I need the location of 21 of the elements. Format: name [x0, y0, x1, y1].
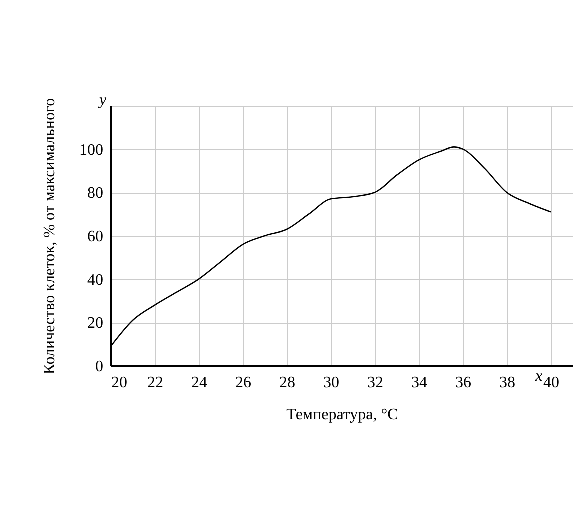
y-tick-label: 20: [88, 315, 104, 332]
x-tick-label: 28: [280, 374, 296, 392]
x-tick-label: 30: [324, 374, 340, 392]
x-tick-label: 40: [544, 374, 560, 392]
text: y: [97, 92, 108, 109]
y-tick-label: 0: [96, 358, 104, 376]
y-axis-title: Количество клеток, % от максимального: [42, 98, 58, 375]
x-tick-label: 26: [236, 374, 252, 392]
x-axis-title: Температура, °C: [286, 406, 398, 424]
x-tick-label: 32: [368, 374, 384, 392]
x-tick-label: 22: [148, 374, 164, 392]
x-tick-label: 38: [500, 374, 516, 392]
y-tick-label: 60: [88, 228, 104, 246]
text: x: [534, 368, 543, 385]
x-tick-label: 24: [192, 374, 208, 392]
y-tick-label: 40: [88, 272, 104, 289]
y-tick-label: 80: [88, 185, 104, 202]
x-tick-label: 36: [456, 374, 472, 392]
x-tick-label: 34: [412, 374, 428, 392]
y-tick-label: 100: [80, 142, 104, 159]
x-tick-label: 20: [112, 374, 128, 392]
